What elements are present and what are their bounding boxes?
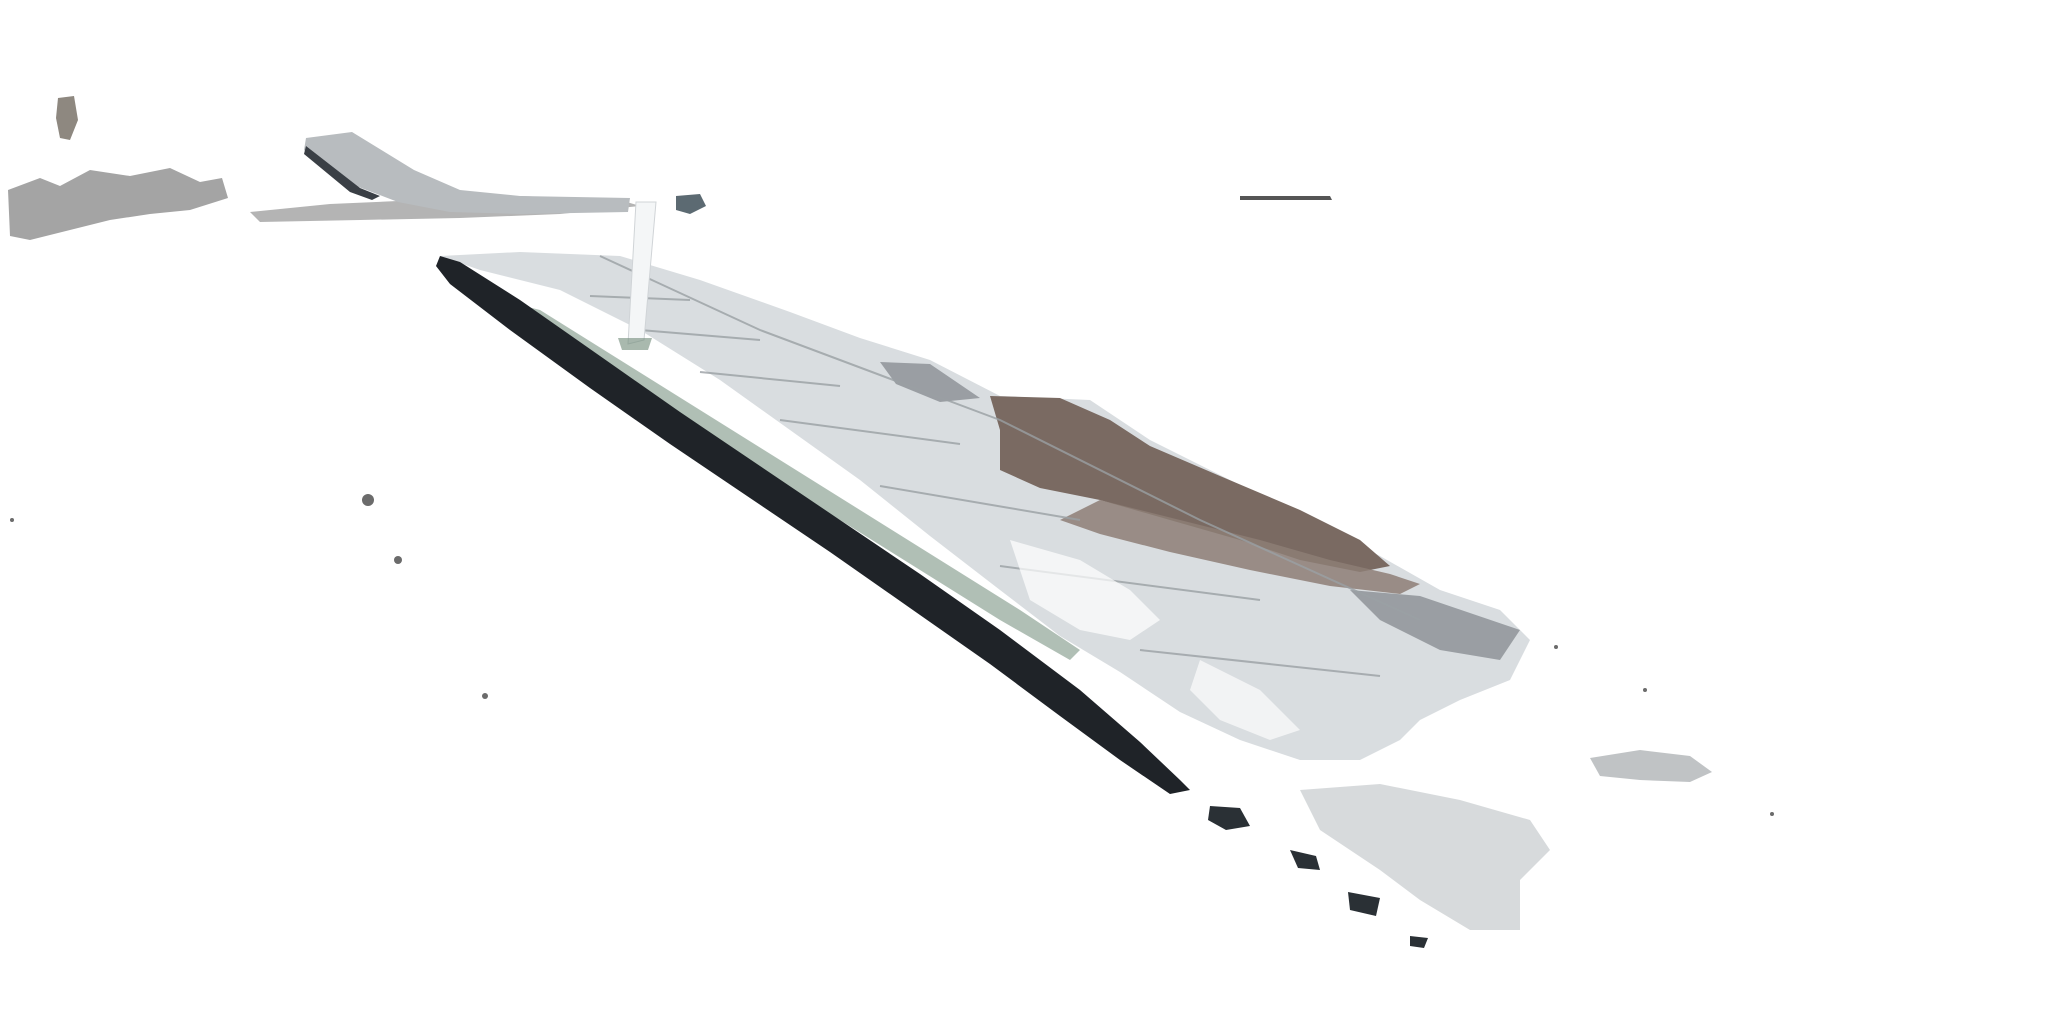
- speck-7: [1643, 688, 1647, 692]
- speck-2: [394, 556, 402, 564]
- far-ground-fragments: [8, 96, 1712, 782]
- joint-4: [779, 419, 961, 445]
- speck-6: [1554, 645, 1558, 649]
- curb-fragment-2: [1290, 850, 1320, 870]
- pole-base: [618, 338, 652, 350]
- sidewalk-shadow-lower: [1060, 500, 1420, 594]
- specks: [10, 494, 1774, 816]
- far-ground-patch-small: [56, 96, 78, 140]
- sidewalk-surface: [440, 252, 1530, 760]
- far-object: [676, 194, 706, 214]
- curb-fragment-1: [1208, 806, 1250, 830]
- light-speckle-patch-2: [1190, 660, 1300, 740]
- speck-3: [482, 693, 488, 699]
- distant-marks-right: [1240, 196, 1332, 200]
- sidewalk-shadow: [990, 396, 1390, 572]
- joint-7: [1139, 649, 1381, 677]
- grate-left: [880, 362, 980, 402]
- sidewalk: [440, 252, 1530, 760]
- speck-5: [1770, 812, 1774, 816]
- far-ground-patch-left: [8, 168, 228, 240]
- joint-3: [699, 371, 841, 387]
- curb-fragment-3: [1348, 892, 1380, 916]
- pole: [618, 201, 657, 350]
- curb-edge: [436, 256, 1190, 794]
- speck-1: [362, 494, 374, 506]
- curb-fragment-4: [1410, 936, 1428, 948]
- curb: [436, 256, 1550, 948]
- speck-4: [10, 518, 14, 522]
- far-curb-dark-line: [304, 146, 380, 200]
- sidewalk-joints: [589, 255, 1421, 677]
- joint-5: [879, 485, 1081, 521]
- far-curb-segment: [304, 132, 630, 214]
- near-pavement-fragment: [1300, 784, 1550, 930]
- light-speckle-patch: [1010, 540, 1160, 640]
- joint-2: [639, 329, 761, 341]
- center-line: [599, 255, 1421, 621]
- right-ground-speck: [1590, 750, 1712, 782]
